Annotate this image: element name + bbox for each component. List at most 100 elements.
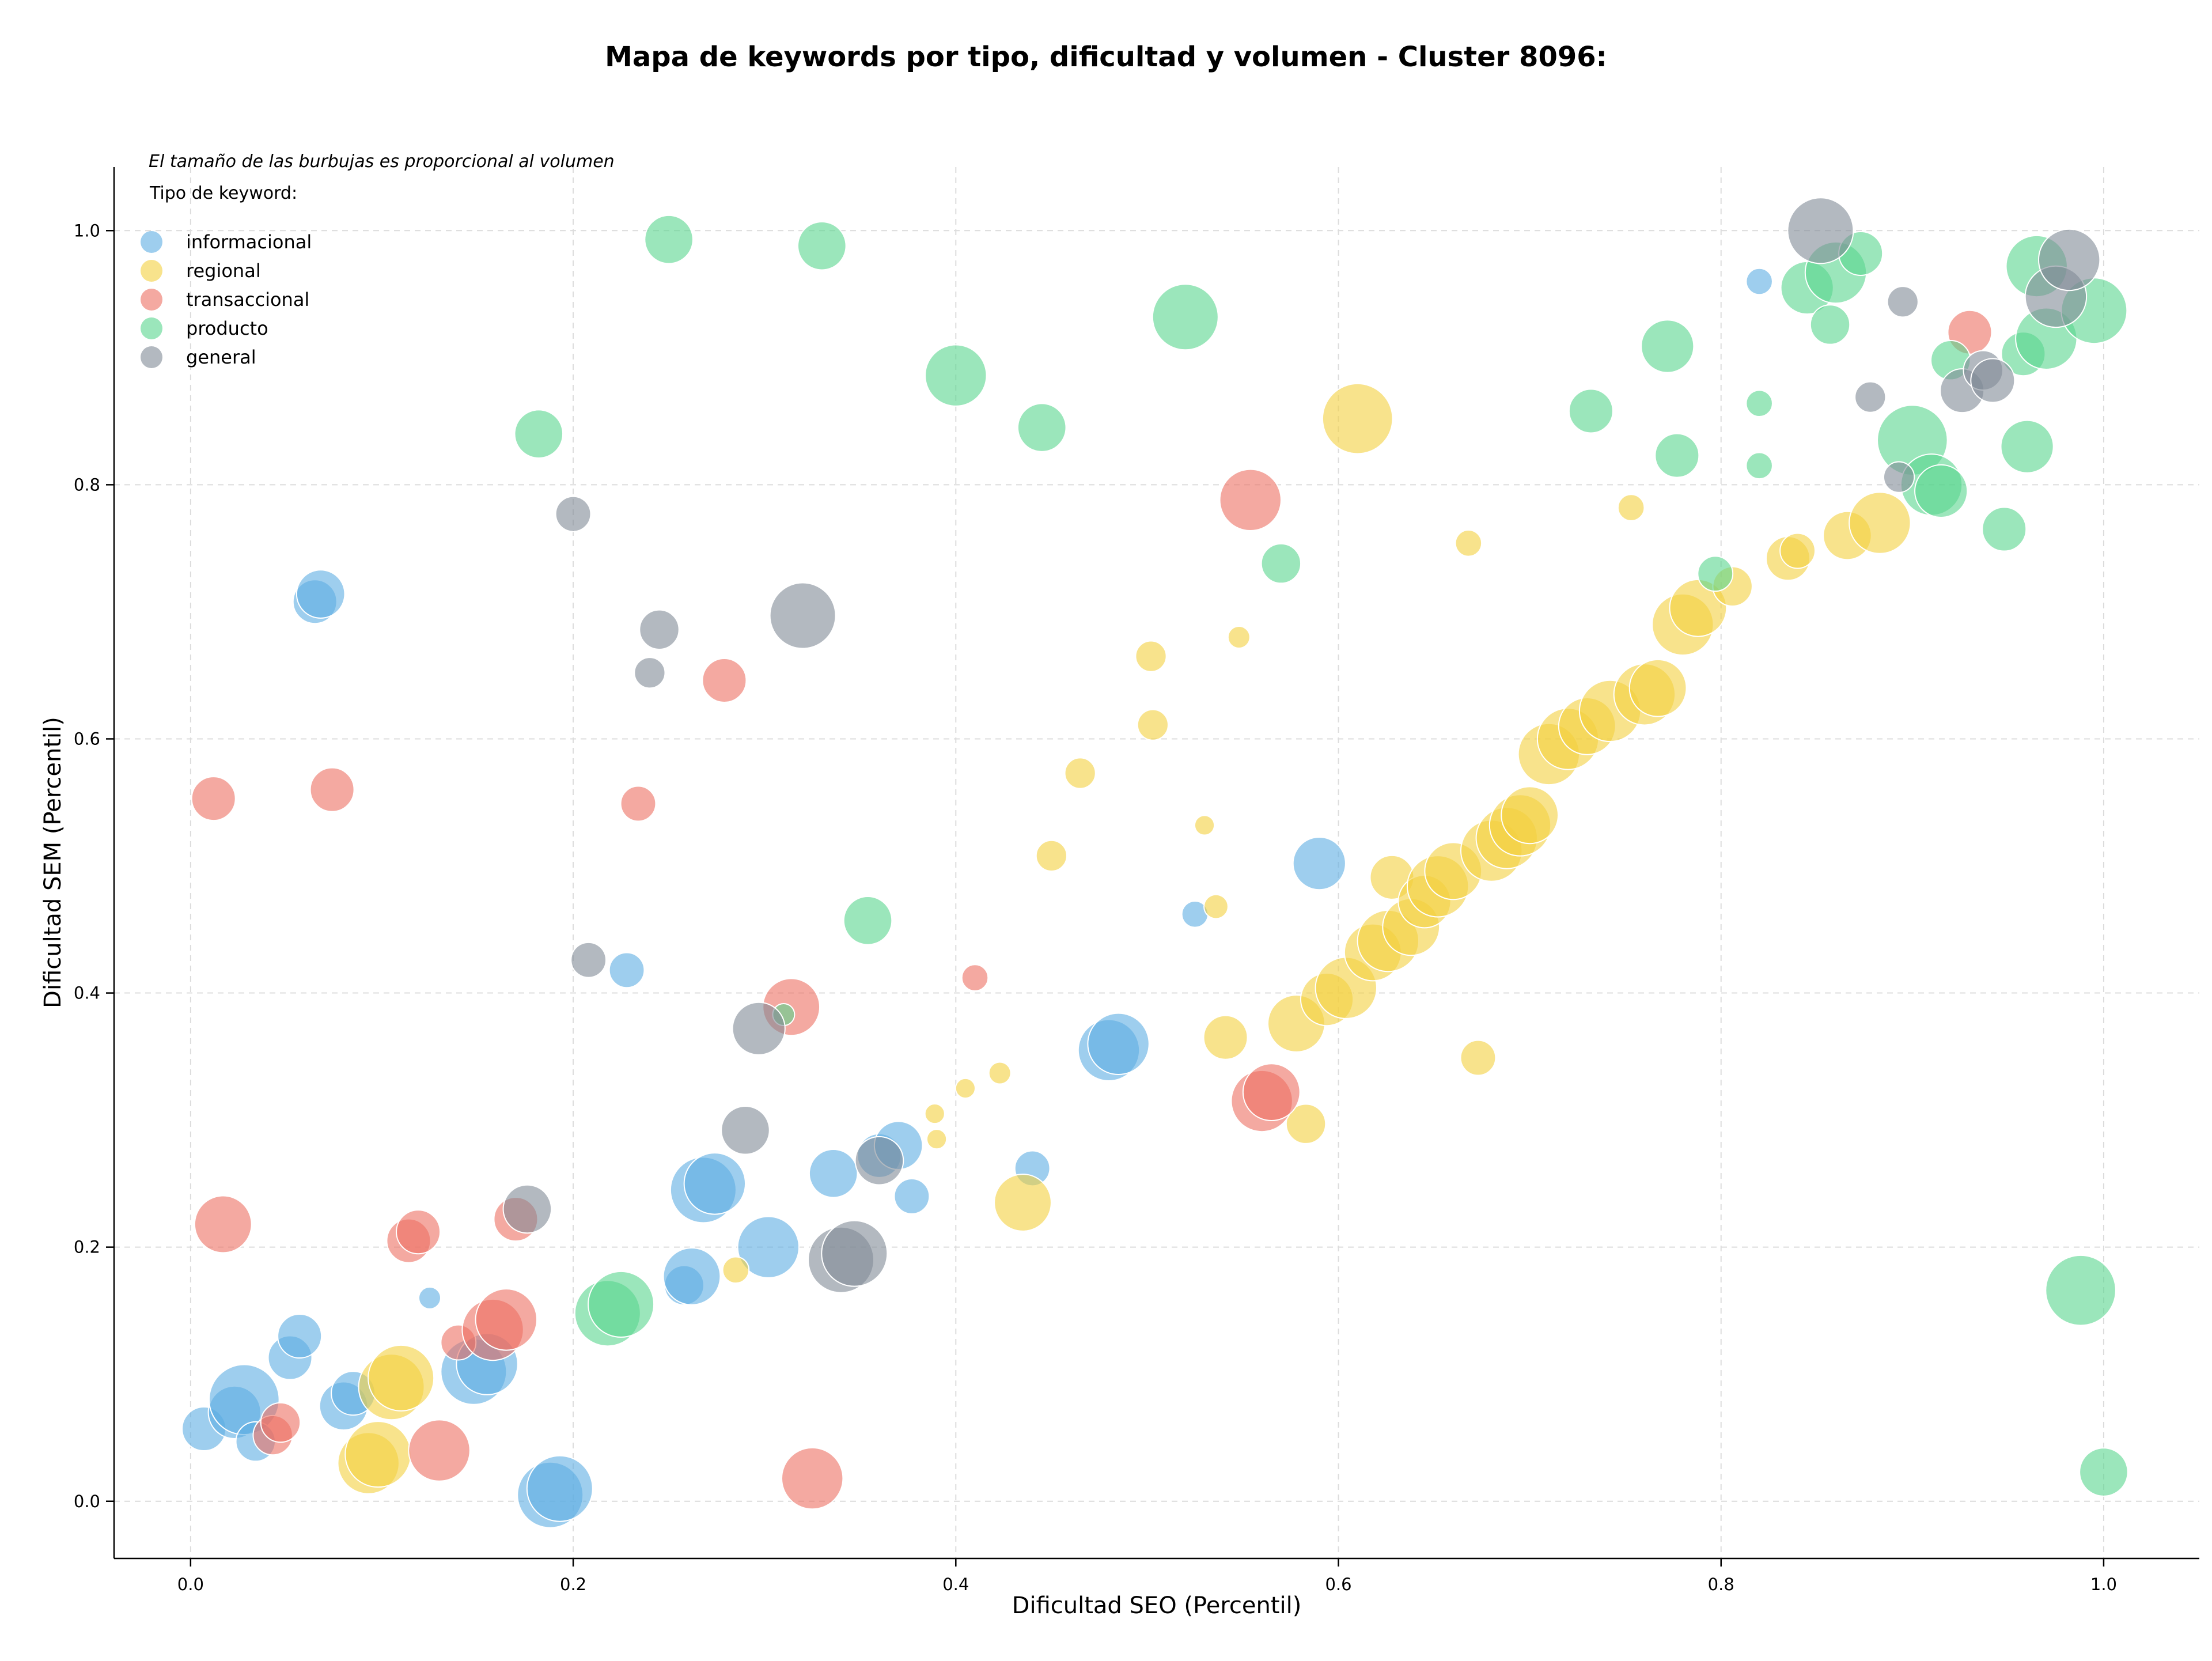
bubble-transaccional: [396, 1209, 441, 1255]
chart-title: Mapa de keywords por tipo, dificultad y …: [605, 41, 1607, 73]
bubble-producto: [1641, 319, 1695, 373]
bubble-transaccional: [309, 767, 355, 812]
bubble-producto: [843, 896, 893, 945]
legend-marker-informacional: [141, 231, 162, 253]
bubble-regional: [924, 1103, 945, 1125]
bubble-regional: [1203, 894, 1229, 920]
bubble-producto: [1260, 543, 1302, 584]
bubble-informacional: [277, 1314, 323, 1359]
x-tick-label: 0.6: [1325, 1575, 1351, 1594]
bubble-producto: [2079, 1447, 2128, 1497]
bubble-general: [570, 941, 607, 978]
bubble-regional: [1501, 786, 1559, 845]
bubble-regional: [1203, 1015, 1248, 1060]
bubble-producto: [1745, 452, 1773, 480]
y-tick-label: 0.2: [74, 1238, 100, 1257]
bubble-informacional: [418, 1286, 441, 1310]
bubble-regional: [1137, 709, 1169, 741]
y-tick-label: 1.0: [74, 221, 100, 240]
bubble-informacional: [1292, 837, 1346, 891]
bubble-producto: [1152, 283, 1219, 351]
legend-title: Tipo de keyword:: [149, 183, 297, 203]
y-tick-label: 0.6: [74, 729, 100, 748]
bubble-informacional: [808, 1148, 858, 1198]
axes-spines: [113, 167, 2199, 1560]
bubble-general: [1887, 286, 1919, 318]
bubble-regional: [1628, 659, 1687, 717]
x-tick-label: 0.2: [560, 1575, 586, 1594]
legend-label-informacional: informacional: [186, 231, 312, 253]
bubble-informacional: [1087, 1012, 1150, 1075]
bubble-regional: [994, 1174, 1052, 1232]
bubble-transaccional: [702, 658, 747, 703]
legend-label-producto: producto: [186, 317, 268, 339]
bubble-producto: [1745, 389, 1773, 418]
bubble-informacional: [683, 1152, 747, 1215]
series-transaccional: [191, 309, 1993, 1510]
bubble-general: [639, 609, 680, 650]
bubble-producto: [588, 1270, 655, 1338]
bubble-general: [1854, 381, 1887, 413]
x-tick-label: 0.8: [1708, 1575, 1734, 1594]
bubble-regional: [1227, 626, 1251, 649]
bubble-regional: [1285, 1103, 1327, 1144]
bubble-producto: [644, 214, 694, 264]
bubble-transaccional: [620, 785, 657, 822]
grid: [114, 167, 2199, 1558]
bubble-general: [769, 582, 836, 649]
legend-marker-transaccional: [141, 289, 162, 311]
bubble-producto: [2000, 419, 2054, 474]
legend-marker-general: [141, 346, 162, 368]
bubble-producto: [797, 221, 847, 271]
legend-label-regional: regional: [186, 260, 261, 282]
bubble-regional: [1194, 815, 1215, 836]
x-axis-label: Dificultad SEO (Percentil): [1012, 1592, 1302, 1619]
legend: informacional regional transaccional produc…: [141, 231, 312, 368]
bubble-producto: [1697, 555, 1734, 592]
bubble-transaccional: [194, 1195, 252, 1254]
bubble-regional: [344, 1421, 412, 1488]
x-tick-label: 0.0: [177, 1575, 204, 1594]
legend-marker-producto: [141, 317, 162, 339]
legend-label-general: general: [186, 346, 256, 368]
bubble-producto: [1982, 506, 2027, 552]
bubble-regional: [926, 1129, 948, 1150]
legend-label-transaccional: transaccional: [186, 289, 309, 311]
series-general: [502, 197, 2101, 1293]
bubble-regional: [1455, 529, 1483, 557]
bubble-transaccional: [1242, 1063, 1301, 1121]
bubble-informacional: [526, 1455, 593, 1522]
bubble-informacional: [893, 1178, 930, 1214]
bubble-general: [721, 1105, 770, 1155]
bubbles: [181, 197, 2128, 1528]
bubble-general: [634, 657, 666, 689]
bubble-regional: [1321, 383, 1393, 455]
series-regional: [337, 383, 1911, 1494]
y-tick-label: 0.0: [74, 1492, 100, 1511]
bubble-general: [854, 1136, 904, 1186]
bubble-regional: [1035, 839, 1067, 872]
bubble-informacional: [296, 569, 346, 619]
bubble-general: [1883, 461, 1915, 493]
bubble-informacional: [662, 1247, 721, 1306]
bubble-general: [732, 1001, 786, 1055]
bubble-general: [1970, 358, 2016, 403]
bubble-regional: [1064, 757, 1096, 789]
ticks: 0.0 0.2 0.4 0.6 0.8 1.0 0.0 0.2 0.4 0.6 0.8 1.0: [74, 221, 2117, 1594]
bubble-producto: [514, 409, 564, 459]
bubble-regional: [1617, 494, 1645, 521]
bubble-regional: [1669, 578, 1728, 637]
bubble-informacional: [737, 1216, 800, 1278]
bubble-producto: [1568, 388, 1613, 434]
y-tick-label: 0.8: [74, 475, 100, 494]
bubble-informacional: [608, 952, 645, 989]
x-tick-label: 1.0: [2090, 1575, 2117, 1594]
bubble-regional: [1460, 1039, 1497, 1076]
bubble-transaccional: [191, 776, 236, 822]
bubble-producto: [1017, 403, 1067, 452]
bubble-regional: [1849, 491, 1911, 554]
bubble-producto: [1654, 433, 1700, 478]
bubble-producto: [925, 344, 987, 407]
bubble-general: [1787, 197, 1854, 264]
